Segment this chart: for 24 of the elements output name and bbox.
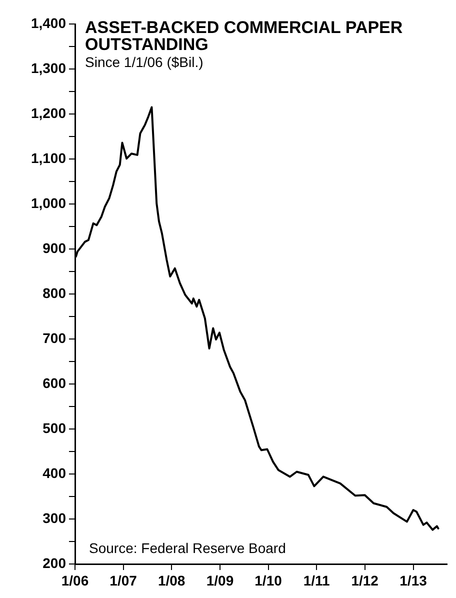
text: Since 1/1/06 ($Bil.)	[85, 54, 204, 70]
y-tick-label: 1,100	[30, 150, 66, 166]
y-tick-label: 1,200	[30, 104, 66, 121]
x-tick-label: 1/10	[254, 572, 282, 588]
y-tick-label: 1,400	[30, 14, 66, 31]
chart-title: ASSET-BACKED COMMERCIAL PAPER OUTSTANDING	[85, 18, 403, 54]
x-tick-label: 1/12	[351, 572, 379, 588]
x-tick-label: 1/13	[400, 572, 428, 588]
y-tick-label: 800	[42, 284, 66, 301]
y-tick-label: 900	[42, 240, 66, 256]
y-tick-label: 300	[42, 510, 66, 526]
y-tick-label: 600	[42, 374, 66, 391]
y-tick-label: 200	[42, 554, 66, 571]
x-tick-label: 1/08	[158, 572, 186, 588]
y-tick-label: 1,300	[30, 60, 66, 76]
y-tick-label: 500	[42, 420, 66, 436]
x-tick-label: 1/06	[61, 572, 89, 588]
x-tick-label: 1/09	[206, 572, 234, 588]
x-tick-label: 1/07	[110, 572, 138, 588]
y-tick-label: 400	[42, 464, 66, 481]
annotation: Source: Federal Reserve Board	[89, 540, 286, 556]
y-tick-label: 1,000	[30, 194, 66, 211]
x-tick-label: 1/11	[303, 572, 330, 588]
y-tick-label: 700	[42, 330, 66, 346]
